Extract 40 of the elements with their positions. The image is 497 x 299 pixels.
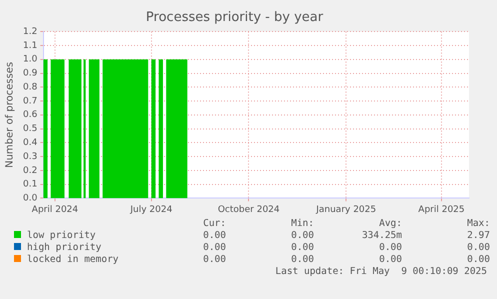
y-tick-label: 0.1	[22, 180, 38, 190]
y-tick-label: 0.4	[22, 138, 38, 148]
y-tick-label: 0.3	[22, 152, 38, 162]
x-tick-label: January 2025	[315, 204, 376, 215]
legend-label: low priority	[26, 230, 97, 242]
text: Last update: Fri May 9 00:10:09 2025	[274, 266, 487, 278]
y-tick-label: 0.2	[22, 166, 38, 176]
y-tick-label: 0.5	[22, 124, 38, 134]
text: 0.00	[290, 242, 314, 254]
text: 0.00	[290, 254, 314, 266]
x-tick-label: April 2024	[32, 204, 78, 215]
text: 0.00	[378, 242, 402, 254]
y-tick-label: 1.2	[22, 26, 38, 37]
y-tick-label: 0.0	[22, 194, 38, 204]
y-tick-label: 0.8	[22, 82, 38, 92]
text: 334.25m	[360, 230, 402, 242]
chart-title: Processes priority - by year	[146, 10, 324, 26]
text: 2.97	[466, 230, 490, 242]
y-tick-label: 1.0	[22, 54, 38, 65]
text: 0.00	[378, 254, 402, 266]
legend-label: locked in memory	[26, 254, 120, 266]
text: 0.00	[466, 254, 490, 266]
x-tick-label: October 2024	[218, 204, 280, 215]
text: 0.00	[202, 230, 226, 242]
text: 0.00	[290, 230, 314, 242]
legend-label: high priority	[26, 242, 102, 254]
text: Cur:	[202, 218, 226, 230]
text: 0.00	[202, 242, 226, 254]
text: 0.00	[202, 254, 226, 266]
x-tick-label: April 2025	[418, 204, 465, 215]
y-tick-label: 0.7	[22, 96, 38, 106]
y-axis-title: Number of processes	[4, 62, 16, 168]
y-tick-label: 0.9	[22, 68, 38, 79]
x-tick-label: July 2024	[129, 204, 173, 215]
text: Max:	[466, 218, 490, 230]
text: Avg:	[378, 218, 402, 230]
y-tick-label: 0.6	[22, 110, 38, 120]
text: Min:	[290, 218, 314, 230]
text: 0.00	[466, 242, 490, 254]
y-tick-label: 1.1	[22, 40, 38, 51]
